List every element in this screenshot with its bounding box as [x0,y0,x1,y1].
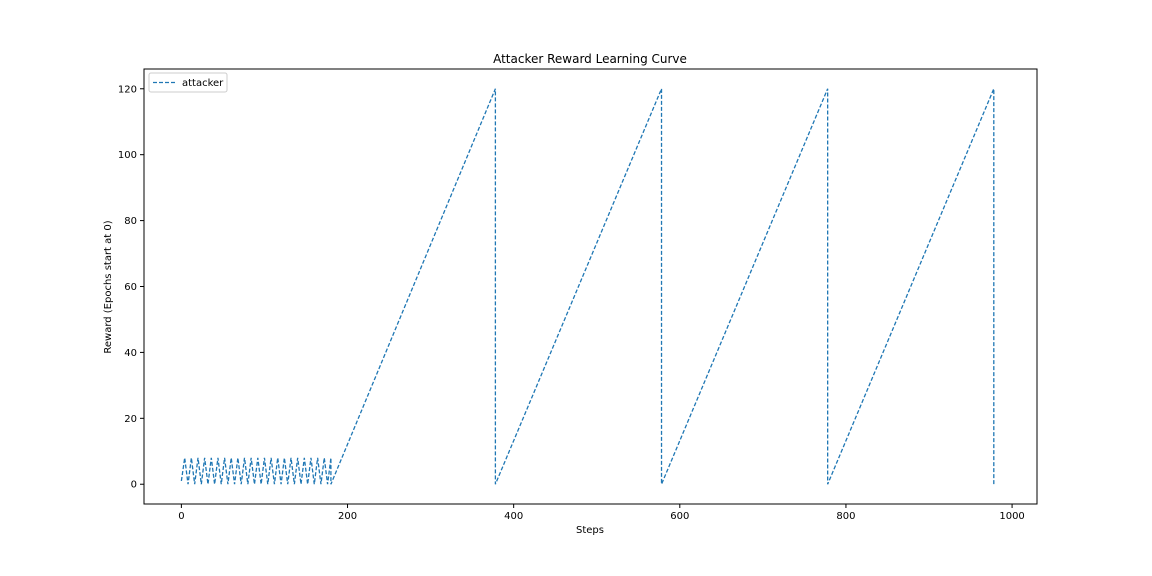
y-tick-label: 80 [124,216,137,227]
x-axis-ticks: 0 200 400 600 800 1000 [178,504,1025,522]
x-tick-label: 800 [836,511,855,522]
chart-marks [180,88,995,485]
y-tick-label: 20 [124,414,137,425]
y-tick-label: 0 [131,480,137,491]
x-tick-label: 1000 [999,511,1024,522]
y-tick-label: 100 [118,150,137,161]
y-tick-label: 40 [124,348,137,359]
y-axis-ticks: 0 20 40 60 80 100 120 [118,84,144,491]
plot-area [144,69,1037,504]
legend-label-attacker: attacker [182,78,224,89]
legend-box [148,72,228,93]
y-tick-label: 60 [124,282,137,293]
y-axis-label: Reward (Epochs start at 0) [103,220,114,353]
x-tick-label: 400 [504,511,523,522]
legend: attacker [148,72,228,93]
chart-title: Attacker Reward Learning Curve [493,52,687,66]
x-tick-label: 600 [670,511,689,522]
y-tick-label: 120 [118,84,137,95]
x-tick-label: 0 [178,511,184,522]
series-line-attacker [180,88,995,485]
x-tick-label: 200 [338,511,357,522]
x-axis-label: Steps [576,525,604,536]
